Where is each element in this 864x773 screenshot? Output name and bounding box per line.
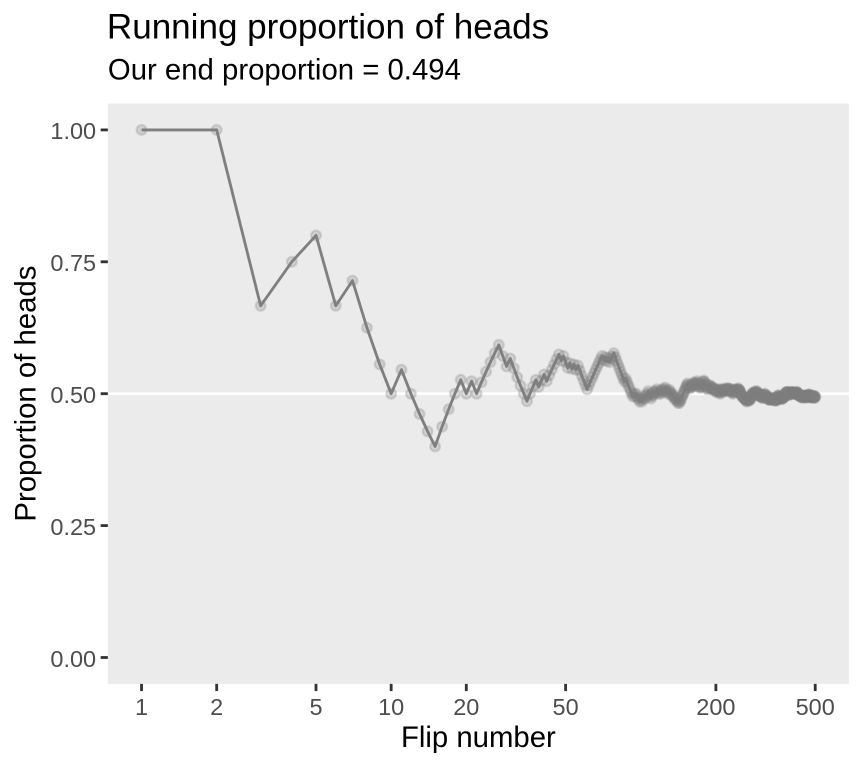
svg-text:Running proportion of heads: Running proportion of heads [107,8,549,47]
svg-text:20: 20 [453,694,479,720]
svg-text:50: 50 [553,694,579,720]
svg-text:5: 5 [309,694,322,720]
svg-text:0.25: 0.25 [50,514,96,540]
svg-text:0.00: 0.00 [50,646,96,672]
svg-text:500: 500 [796,694,835,720]
svg-text:Flip number: Flip number [401,721,556,754]
svg-text:2: 2 [210,694,223,720]
svg-text:10: 10 [378,694,404,720]
svg-text:1.00: 1.00 [50,118,96,144]
svg-text:1: 1 [135,694,148,720]
svg-text:Proportion of heads: Proportion of heads [10,266,43,522]
svg-text:0.50: 0.50 [50,382,96,408]
svg-text:0.75: 0.75 [50,250,96,276]
svg-text:200: 200 [696,694,735,720]
svg-text:Our end proportion = 0.494: Our end proportion = 0.494 [108,54,461,87]
